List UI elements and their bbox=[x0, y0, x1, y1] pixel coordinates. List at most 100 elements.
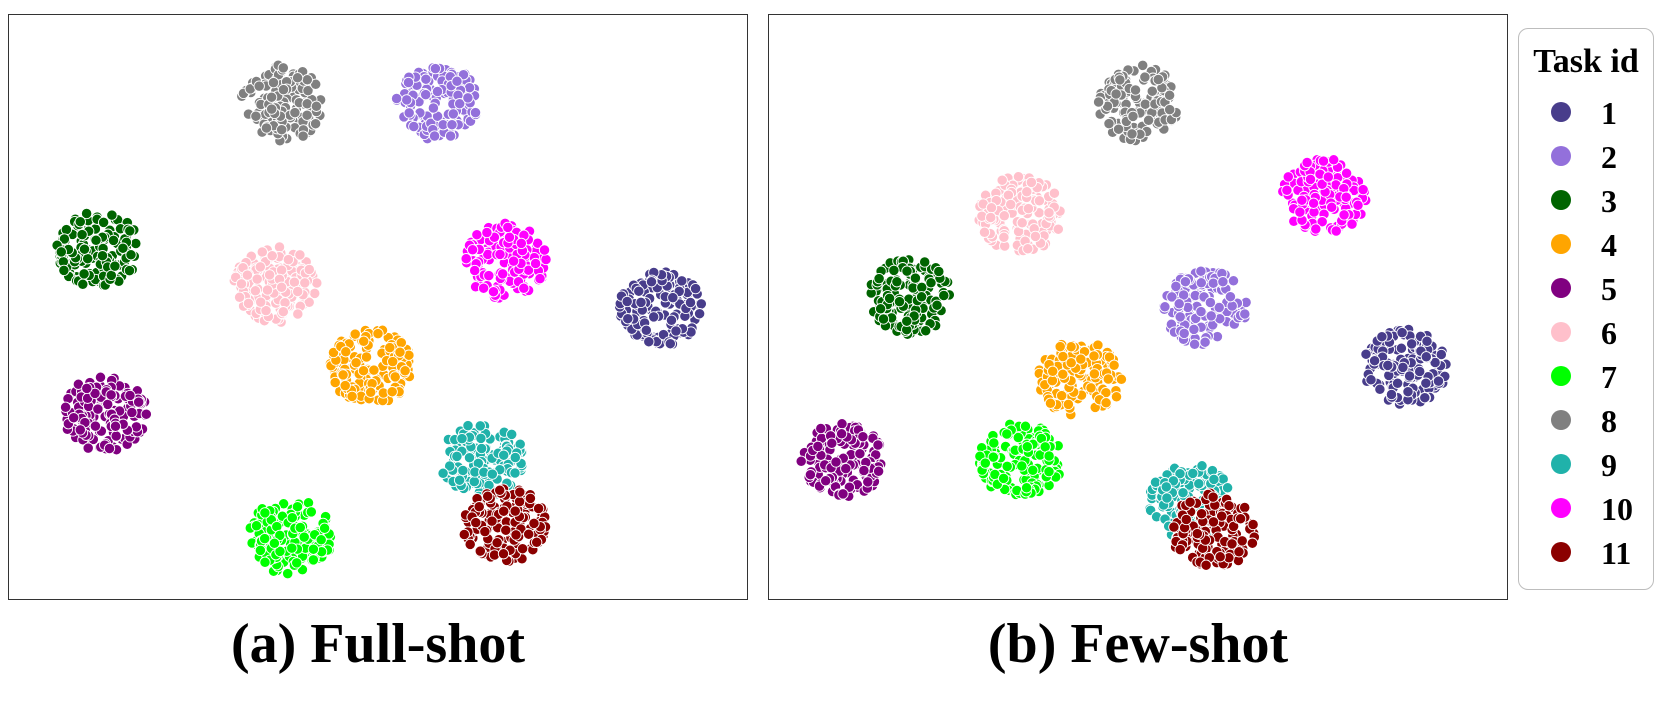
scatter-point-task-2 bbox=[1207, 277, 1219, 289]
scatter-point-task-7 bbox=[1001, 428, 1013, 440]
scatter-point-task-4 bbox=[1115, 373, 1128, 385]
scatter-point-task-6 bbox=[1048, 187, 1061, 199]
scatter-point-task-3 bbox=[78, 243, 91, 255]
scatter-point-task-5 bbox=[126, 406, 138, 419]
cluster-task-5 bbox=[59, 371, 152, 456]
scatter-point-task-7 bbox=[1043, 465, 1055, 478]
scatter-point-task-5 bbox=[836, 418, 848, 430]
scatter-point-task-1 bbox=[1406, 338, 1418, 350]
scatter-point-task-5 bbox=[804, 469, 817, 481]
scatter-point-task-10 bbox=[1282, 171, 1294, 183]
scatter-point-task-9 bbox=[509, 451, 521, 464]
scatter-point-task-7 bbox=[259, 507, 271, 519]
scatter-point-task-7 bbox=[1021, 441, 1033, 453]
scatter-point-task-10 bbox=[1310, 223, 1322, 235]
scatter-point-task-10 bbox=[494, 248, 506, 261]
scatter-point-task-9 bbox=[475, 432, 487, 445]
scatter-point-task-3 bbox=[877, 313, 890, 325]
scatter-point-task-1 bbox=[695, 298, 707, 310]
scatter-point-task-10 bbox=[1338, 209, 1350, 221]
scatter-point-task-10 bbox=[477, 282, 490, 294]
scatter-point-task-5 bbox=[110, 430, 122, 442]
scatter-point-task-7 bbox=[1020, 482, 1033, 494]
scatter-point-task-6 bbox=[1033, 195, 1046, 207]
scatter-point-task-2 bbox=[447, 108, 459, 120]
scatter-point-task-2 bbox=[1188, 338, 1201, 350]
scatter-point-task-3 bbox=[925, 277, 937, 289]
scatter-point-task-8 bbox=[289, 106, 301, 119]
scatter-point-task-8 bbox=[1146, 85, 1158, 97]
scatter-point-task-2 bbox=[420, 88, 432, 101]
scatter-point-task-7 bbox=[259, 556, 271, 568]
scatter-point-task-11 bbox=[1239, 501, 1251, 514]
cluster-task-4 bbox=[1033, 338, 1128, 421]
scatter-point-task-6 bbox=[256, 246, 268, 258]
scatter-point-task-2 bbox=[1217, 276, 1229, 288]
scatter-point-task-9 bbox=[1196, 460, 1208, 472]
scatter-point-task-2 bbox=[428, 130, 441, 142]
scatter-point-task-9 bbox=[475, 442, 488, 455]
scatter-point-task-8 bbox=[1114, 74, 1126, 86]
scatter-point-task-8 bbox=[277, 62, 289, 74]
cluster-task-4 bbox=[324, 324, 416, 407]
scatter-point-task-7 bbox=[1019, 420, 1032, 432]
scatter-point-task-9 bbox=[453, 474, 466, 486]
scatter-point-task-1 bbox=[643, 336, 655, 348]
scatter-point-task-6 bbox=[1016, 217, 1028, 229]
scatter-point-task-6 bbox=[288, 276, 301, 288]
scatter-point-task-9 bbox=[486, 468, 498, 480]
scatter-point-task-3 bbox=[123, 264, 136, 277]
scatter-point-task-11 bbox=[1207, 491, 1219, 503]
scatter-point-task-2 bbox=[427, 102, 440, 114]
scatter-point-task-4 bbox=[394, 346, 406, 358]
scatter-point-task-11 bbox=[470, 516, 482, 529]
scatter-point-task-2 bbox=[408, 120, 420, 133]
scatter-point-task-11 bbox=[1216, 510, 1228, 522]
scatter-point-task-6 bbox=[311, 277, 323, 289]
scatter-point-task-11 bbox=[1174, 543, 1186, 556]
scatter-point-task-2 bbox=[1173, 298, 1185, 310]
scatter-point-task-1 bbox=[635, 296, 647, 309]
scatter-point-task-3 bbox=[58, 264, 70, 277]
scatter-point-task-7 bbox=[1043, 450, 1055, 462]
scatter-point-task-10 bbox=[466, 244, 479, 256]
scatter-point-task-5 bbox=[812, 440, 824, 453]
scatter-point-task-11 bbox=[1214, 551, 1226, 563]
scatter-point-task-6 bbox=[263, 269, 276, 281]
scatter-point-task-3 bbox=[90, 234, 102, 246]
legend-marker bbox=[1551, 102, 1571, 122]
legend-marker bbox=[1551, 234, 1571, 254]
scatter-point-task-5 bbox=[81, 382, 93, 395]
scatter-point-task-1 bbox=[1432, 375, 1445, 387]
scatter-point-task-6 bbox=[1022, 202, 1035, 215]
scatter-point-task-5 bbox=[872, 465, 885, 477]
scatter-point-task-8 bbox=[1112, 123, 1125, 135]
scatter-point-task-10 bbox=[503, 231, 516, 243]
scatter-point-task-2 bbox=[403, 107, 415, 119]
scatter-point-task-5 bbox=[840, 462, 852, 475]
scatter-point-task-4 bbox=[340, 346, 352, 358]
scatter-point-task-3 bbox=[874, 303, 887, 315]
scatter-point-task-1 bbox=[667, 291, 679, 304]
scatter-point-task-5 bbox=[820, 475, 832, 487]
scatter-point-task-11 bbox=[479, 525, 491, 538]
scatter-point-task-3 bbox=[873, 272, 885, 285]
scatter-point-task-3 bbox=[920, 325, 932, 337]
scatter-point-task-7 bbox=[988, 437, 1000, 449]
scatter-point-task-2 bbox=[402, 76, 415, 89]
scatter-point-task-4 bbox=[1102, 373, 1114, 385]
scatter-point-task-6 bbox=[299, 277, 311, 289]
cluster-task-3 bbox=[51, 207, 142, 291]
scatter-point-task-8 bbox=[310, 100, 323, 112]
scatter-point-task-2 bbox=[420, 73, 432, 85]
scatter-point-task-6 bbox=[985, 211, 997, 224]
scatter-point-task-3 bbox=[58, 233, 71, 245]
scatter-point-task-5 bbox=[133, 396, 145, 408]
scatter-point-task-6 bbox=[1043, 207, 1055, 219]
scatter-point-task-11 bbox=[531, 536, 543, 548]
scatter-point-task-7 bbox=[282, 567, 294, 580]
scatter-point-task-3 bbox=[883, 292, 896, 305]
scatter-point-task-10 bbox=[1326, 201, 1338, 213]
scatter-point-task-1 bbox=[633, 285, 645, 297]
scatter-point-task-4 bbox=[1085, 382, 1097, 394]
